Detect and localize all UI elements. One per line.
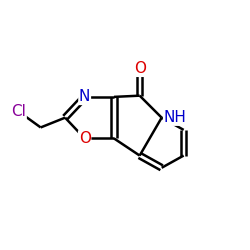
Text: N: N (79, 90, 90, 104)
Text: Cl: Cl (11, 104, 26, 119)
Text: NH: NH (164, 110, 186, 125)
Text: O: O (134, 61, 146, 76)
Text: O: O (79, 131, 91, 146)
